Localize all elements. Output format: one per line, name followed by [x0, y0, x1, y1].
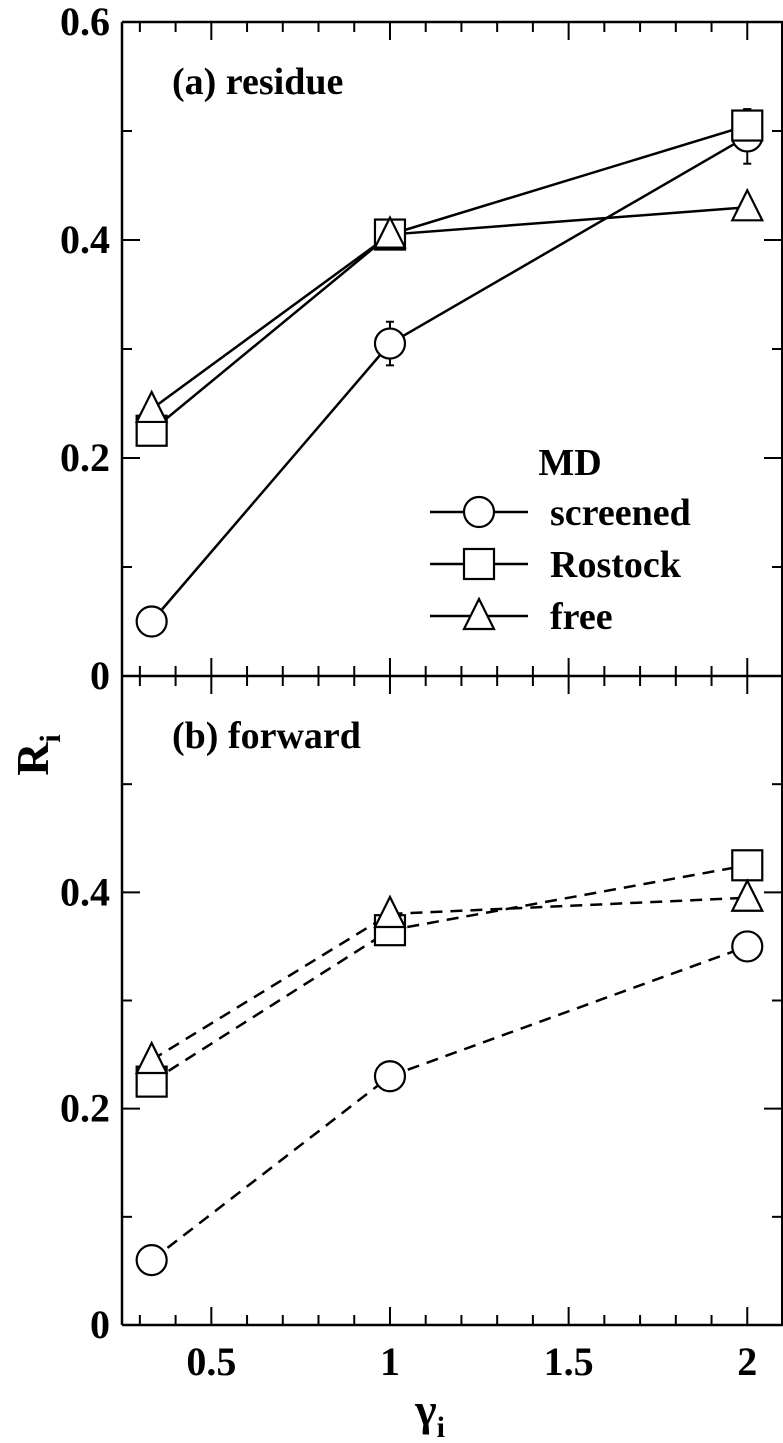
markers-screened: [135, 930, 764, 1277]
marker-triangle: [373, 894, 407, 929]
marker-circle: [462, 495, 496, 529]
y-tick-label: 0.4: [60, 869, 110, 914]
marker-triangle: [730, 187, 765, 222]
series-Rostock: [150, 864, 748, 1083]
y-tick-label: 0.2: [60, 1086, 110, 1131]
y-tick-label: 0: [90, 1302, 110, 1347]
legend-label-Rostock: Rostock: [550, 544, 682, 586]
y-tick-label: 0.4: [60, 217, 110, 262]
series-line: [150, 864, 748, 1083]
x-axis-label: γi: [414, 1384, 445, 1443]
panel-b: 0 0.2 0.4 0.5 1 1.5 2 (b) forward: [60, 675, 783, 1384]
x-tick-label: 1.5: [544, 1339, 594, 1384]
marker-circle: [373, 327, 407, 360]
panel-label: (b) forward: [172, 715, 361, 757]
legend-label-screened: screened: [550, 492, 691, 534]
y-axis-label-sub: i: [34, 734, 67, 742]
series-line: [150, 945, 748, 1262]
legend-label-free: free: [550, 596, 613, 638]
panel-a: 0 0.2 0.4 0.6 (a) residue MD screened Rostock fr…: [60, 0, 783, 698]
markers-free: [134, 878, 765, 1075]
y-tick-label: 0.6: [60, 0, 110, 44]
panels: 0 0.2 0.4 0.6 (a) residue MD screened Rostock fr…: [60, 0, 783, 1384]
x-tick-label: 2: [737, 1339, 757, 1384]
marker-triangle: [730, 878, 765, 912]
marker-square: [731, 849, 764, 882]
legend: MD screened Rostock free: [430, 442, 691, 638]
marker-triangle: [134, 389, 169, 424]
marker-circle: [135, 1243, 168, 1277]
series-Rostock: [150, 108, 752, 432]
series-line: [150, 124, 748, 432]
markers-free: [134, 187, 765, 424]
marker-triangle: [134, 1040, 169, 1075]
panel-label: (a) residue: [172, 61, 343, 103]
y-tick-label: 0: [90, 653, 110, 698]
y-axis-label: Ri: [7, 734, 67, 776]
x-axis-label-sub: i: [437, 1411, 445, 1443]
marker-triangle: [462, 596, 496, 631]
marker-circle: [373, 1060, 407, 1093]
marker-square: [462, 547, 496, 581]
legend-title: MD: [538, 442, 601, 484]
marker-circle: [731, 930, 764, 963]
marker-square: [731, 109, 764, 142]
axis-labels: Ri γi: [7, 734, 445, 1443]
series-screened: [150, 945, 748, 1262]
marker-circle: [135, 605, 168, 638]
markers-Rostock: [135, 109, 764, 447]
markers-Rostock: [135, 849, 764, 1098]
marker-triangle: [373, 215, 407, 249]
y-tick-label: 0.2: [60, 435, 110, 480]
x-tick-label: 0.5: [186, 1339, 236, 1384]
x-tick-label: 1: [380, 1339, 400, 1384]
